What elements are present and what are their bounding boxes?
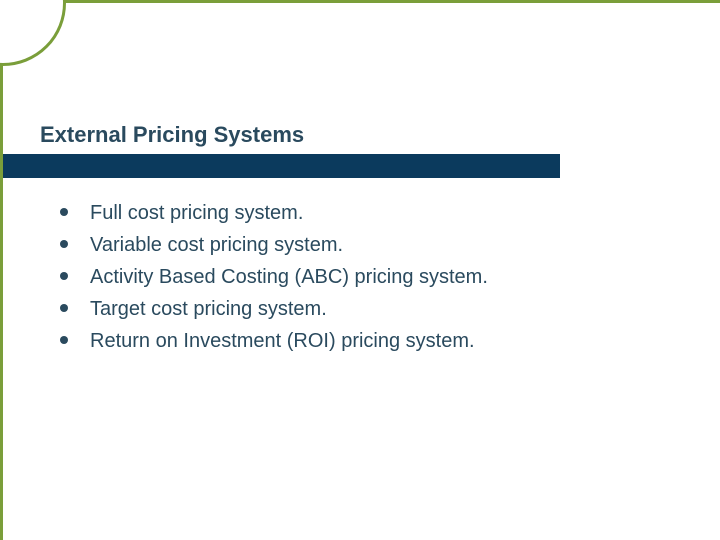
slide-title: External Pricing Systems (40, 122, 304, 148)
list-item: Return on Investment (ROI) pricing syste… (60, 328, 660, 354)
bullet-icon (60, 336, 68, 344)
decorative-top-line (0, 0, 720, 3)
list-item: Full cost pricing system. (60, 200, 660, 226)
bullet-icon (60, 272, 68, 280)
bullet-icon (60, 240, 68, 248)
bullet-text: Full cost pricing system. (90, 200, 303, 226)
bullet-text: Return on Investment (ROI) pricing syste… (90, 328, 475, 354)
title-underline-bar (0, 154, 560, 178)
bullet-icon (60, 208, 68, 216)
list-item: Variable cost pricing system. (60, 232, 660, 258)
bullet-list: Full cost pricing system. Variable cost … (60, 200, 660, 360)
bullet-text: Target cost pricing system. (90, 296, 327, 322)
bullet-text: Activity Based Costing (ABC) pricing sys… (90, 264, 488, 290)
bullet-icon (60, 304, 68, 312)
slide: External Pricing Systems Full cost prici… (0, 0, 720, 540)
bullet-text: Variable cost pricing system. (90, 232, 343, 258)
list-item: Target cost pricing system. (60, 296, 660, 322)
list-item: Activity Based Costing (ABC) pricing sys… (60, 264, 660, 290)
corner-arc (0, 0, 66, 66)
decorative-left-line (0, 0, 3, 540)
